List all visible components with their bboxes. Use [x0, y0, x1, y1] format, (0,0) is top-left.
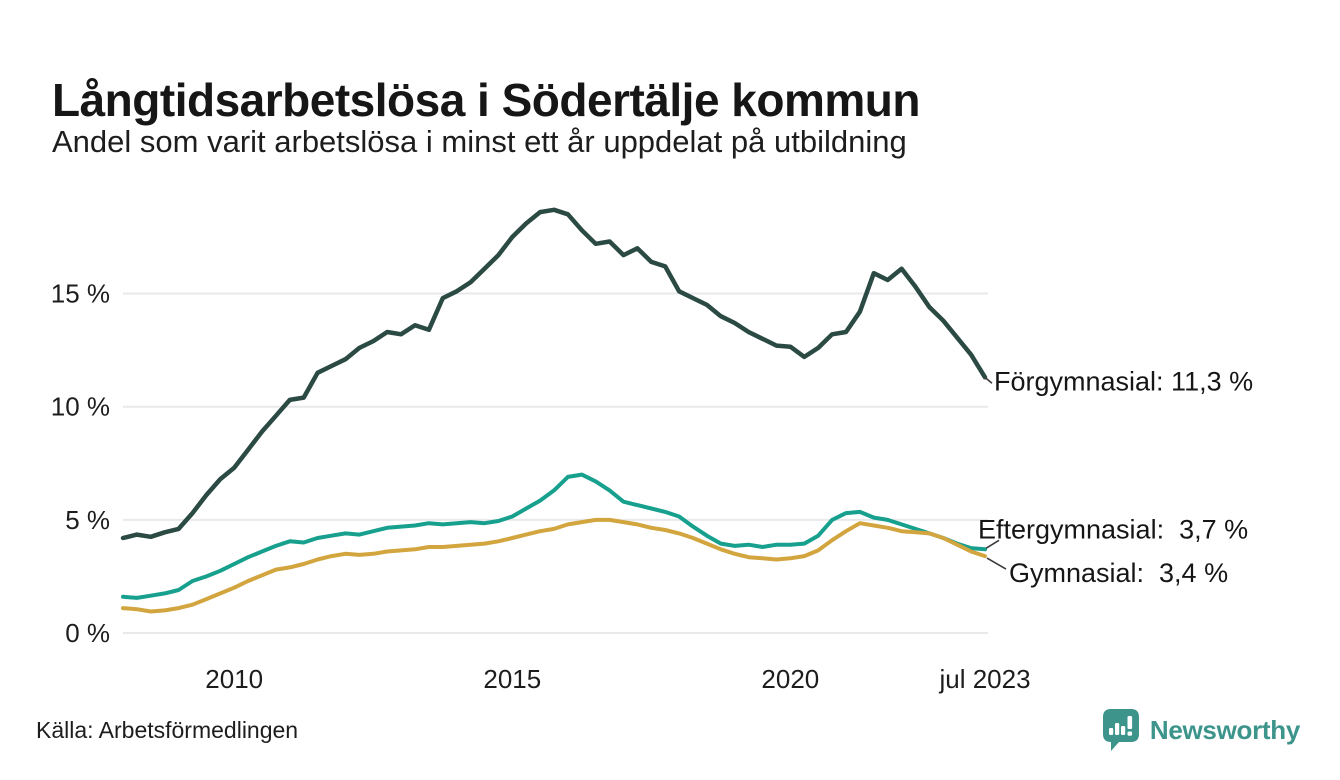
y-axis-tick-label: 5 % [65, 505, 110, 535]
series-line-gymnasial [121, 517, 987, 614]
newsworthy-logo[interactable]: Newsworthy [1101, 708, 1300, 752]
x-axis-tick-label: 2010 [205, 664, 263, 694]
leader-line [985, 539, 1000, 549]
y-axis-tick-label: 0 % [65, 618, 110, 648]
x-axis-tick-label: 2020 [761, 664, 819, 694]
leader-line [985, 377, 993, 384]
axis-tick-labels: 0 % 5 % 10 % 15 % 2010 2015 2020 jul 2023 [51, 279, 1031, 694]
gridlines [123, 292, 988, 634]
x-axis-tick-label: 2015 [483, 664, 541, 694]
x-axis-tick-label: jul 2023 [938, 664, 1030, 694]
leader-line [986, 557, 1007, 570]
page-title: Långtidsarbetslösa i Södertälje kommun [52, 73, 920, 126]
series-line-eftergymnasial [121, 472, 987, 600]
series-end-label-förgymnasial: Förgymnasial: 11,3 % [994, 366, 1253, 396]
series-end-labels: Förgymnasial: 11,3 % Eftergymnasial: 3,7 … [978, 366, 1253, 588]
newsworthy-bubble-icon [1102, 709, 1139, 751]
series-end-label-eftergymnasial: Eftergymnasial: 3,7 % [978, 514, 1248, 544]
newsworthy-wordmark: Newsworthy [1149, 714, 1300, 745]
data-series [120, 207, 988, 614]
page-subtitle: Andel som varit arbetslösa i minst ett å… [52, 124, 907, 159]
y-axis-tick-label: 15 % [51, 279, 110, 309]
source-caption: Källa: Arbetsförmedlingen [36, 717, 299, 743]
series-line-förgymnasial [120, 207, 988, 541]
y-axis-tick-label: 10 % [51, 392, 110, 422]
series-end-label-gymnasial: Gymnasial: 3,4 % [1009, 558, 1228, 588]
label-leader-lines [985, 377, 1007, 570]
